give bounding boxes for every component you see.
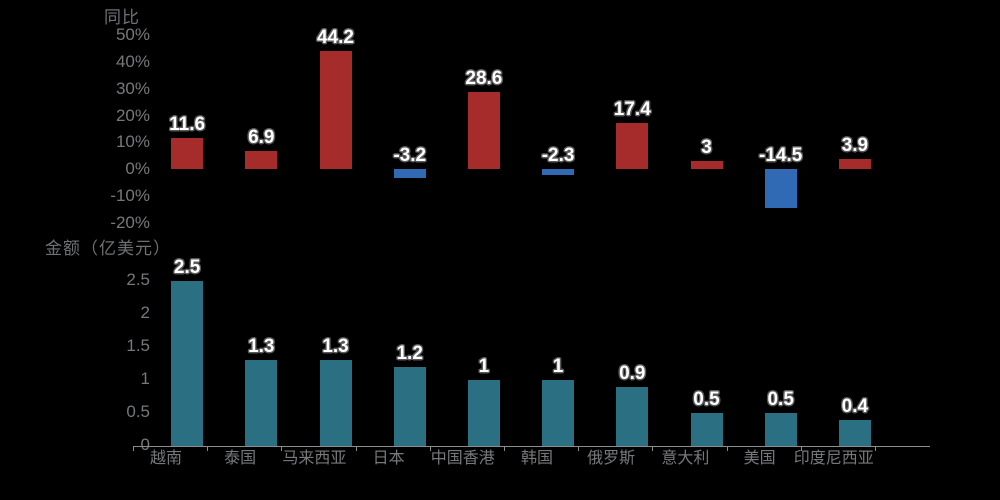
amount-y-tick: 0	[140, 435, 150, 454]
amount-bar	[690, 413, 723, 446]
amount-bar-value-label: 2.5	[173, 257, 201, 278]
amount-panel-title: 金额（亿美元）	[45, 239, 171, 258]
x-axis-category-label: 泰国	[224, 450, 257, 467]
x-axis-category-label: 越南	[149, 450, 182, 467]
amount-bar	[245, 360, 278, 446]
x-axis-tick	[429, 446, 431, 451]
x-axis-category-label: 俄罗斯	[587, 450, 636, 467]
growth-bar-value-label: -2.3	[541, 145, 575, 167]
x-axis-tick	[652, 446, 654, 451]
growth-bar	[690, 161, 723, 170]
growth-bar-value-label: 28.6	[465, 68, 503, 90]
amount-bar	[764, 413, 797, 446]
growth-bar	[838, 158, 871, 170]
amount-bar-value-label: 1	[478, 356, 490, 377]
amount-bar	[616, 386, 649, 446]
amount-bar-value-label: 0.5	[693, 389, 720, 410]
growth-y-tick: 10%	[115, 132, 150, 152]
x-axis-category-label: 意大利	[661, 450, 710, 467]
amount-bar-value-label: 0.9	[619, 362, 646, 384]
amount-bar-value-label: 0.4	[841, 395, 869, 417]
amount-bar	[838, 419, 871, 446]
amount-bar	[542, 380, 575, 446]
amount-bar	[467, 380, 500, 446]
growth-y-tick: 50%	[115, 25, 150, 44]
amount-bar-value-label: 1.3	[248, 336, 275, 358]
x-axis-category-label: 日本	[372, 450, 405, 467]
growth-bar	[245, 150, 278, 170]
amount-bar	[171, 281, 204, 446]
growth-bar-value-label: -3.2	[393, 145, 427, 167]
growth-bar-value-label: 6.9	[248, 126, 275, 148]
growth-y-tick: 30%	[115, 78, 150, 98]
amount-y-tick: 0.5	[126, 402, 150, 421]
growth-y-tick: -20%	[110, 213, 150, 232]
growth-bar-value-label: 3.9	[841, 134, 869, 156]
amount-y-tick: 2	[140, 303, 150, 322]
growth-y-tick: -10%	[110, 186, 150, 206]
growth-bar-value-label: -14.5	[759, 145, 803, 167]
x-axis-tick	[800, 446, 802, 451]
growth-bar	[764, 169, 797, 209]
growth-bar-value-label: 17.4	[613, 98, 651, 120]
amount-bar-value-label: 1	[552, 356, 564, 377]
growth-bar-value-label: 3	[701, 137, 712, 159]
x-axis-tick	[281, 446, 283, 451]
x-axis-tick	[726, 446, 728, 451]
x-axis-tick	[207, 446, 209, 451]
x-axis-category-label: 韩国	[520, 450, 553, 467]
x-axis-tick	[133, 446, 134, 451]
x-axis-category-label: 美国	[743, 450, 776, 467]
growth-bar	[393, 169, 426, 178]
growth-y-tick: 20%	[115, 105, 150, 125]
growth-bar	[467, 92, 500, 170]
growth-bar	[171, 138, 204, 170]
amount-bar-value-label: 1.3	[322, 336, 349, 358]
growth-bar	[616, 122, 649, 170]
amount-y-tick: 2.5	[126, 270, 150, 289]
growth-y-tick: 40%	[115, 51, 150, 71]
growth-y-tick: 0%	[125, 159, 150, 179]
growth-panel-title: 同比	[104, 8, 140, 27]
growth-bar-value-label: 11.6	[169, 114, 206, 136]
growth-bar	[319, 50, 352, 170]
x-axis-tick	[355, 446, 357, 451]
growth-bar-value-label: 44.2	[317, 26, 354, 48]
growth-bar	[542, 169, 575, 176]
amount-y-tick: 1	[140, 369, 150, 388]
amount-y-tick: 1.5	[126, 336, 150, 355]
x-axis-tick	[504, 446, 505, 451]
x-axis-category-label: 中国香港	[430, 450, 495, 467]
x-axis-category-label: 马来西亚	[282, 450, 347, 467]
amount-bar	[393, 366, 426, 446]
amount-bar	[319, 360, 352, 446]
x-axis-tick	[578, 446, 580, 451]
x-axis-category-label: 印度尼西亚	[793, 450, 874, 467]
amount-bar-value-label: 0.5	[767, 389, 794, 410]
x-axis-tick	[875, 446, 876, 451]
amount-bar-value-label: 1.2	[396, 342, 423, 364]
growth-plot-area: 11.6 6.9 44.2 -3.2 28.6 -2.3 17.4 3 -14.5 3.9	[150, 27, 940, 225]
x-axis-line	[133, 446, 930, 447]
amount-plot-area: 2.5 1.3 1.3 1.2 1 1 0.9 0.5 0.5 0.4	[150, 257, 940, 446]
